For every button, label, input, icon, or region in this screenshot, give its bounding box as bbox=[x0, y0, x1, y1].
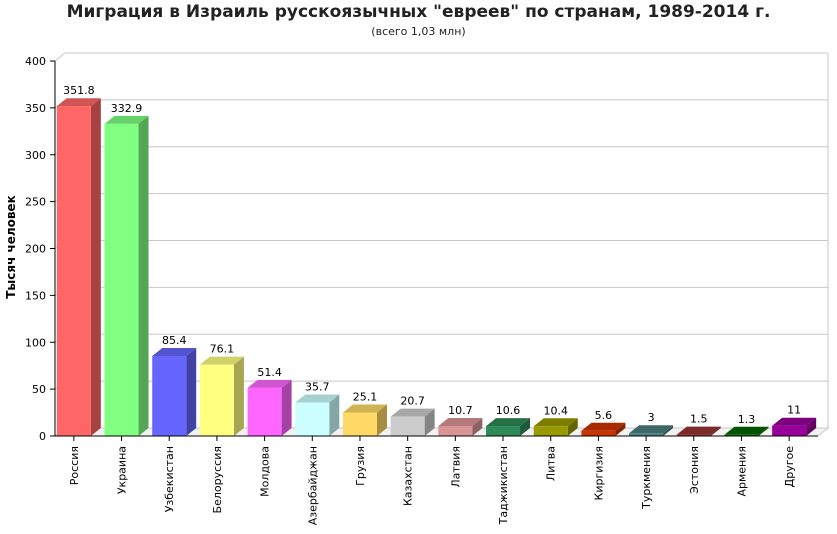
x-tick-label: Грузия bbox=[354, 446, 367, 486]
x-tick-label: Россия bbox=[68, 446, 81, 485]
bar-top bbox=[390, 408, 435, 417]
value-label: 1.5 bbox=[690, 413, 708, 426]
bar-side bbox=[663, 425, 674, 436]
bar-top bbox=[104, 115, 149, 124]
bar bbox=[199, 364, 234, 436]
value-label: 20.7 bbox=[400, 395, 425, 408]
bar-side bbox=[615, 422, 626, 436]
bar-side bbox=[329, 394, 340, 436]
value-label: 351.8 bbox=[63, 84, 95, 97]
bar bbox=[104, 123, 139, 436]
bar bbox=[533, 426, 568, 436]
x-tick-label: Эстония bbox=[688, 446, 701, 494]
x-tick-label: Молдова bbox=[259, 446, 272, 497]
y-tick-label: 400 bbox=[25, 55, 46, 68]
y-tick-label: 0 bbox=[39, 430, 46, 443]
bar-side bbox=[472, 417, 483, 436]
x-tick-label: Таджикистан bbox=[497, 446, 510, 525]
y-tick-label: 50 bbox=[32, 383, 46, 396]
gridline-depth bbox=[54, 52, 66, 62]
bar-side bbox=[233, 356, 244, 436]
bar bbox=[629, 433, 664, 436]
x-tick-label: Украина bbox=[116, 446, 129, 494]
bar bbox=[486, 426, 521, 436]
bar-top bbox=[676, 426, 721, 435]
y-tick-label: 350 bbox=[25, 102, 46, 115]
value-label: 11 bbox=[787, 404, 801, 417]
value-label: 35.7 bbox=[305, 381, 330, 394]
value-label: 10.7 bbox=[448, 404, 473, 417]
bar bbox=[724, 434, 759, 436]
bar-side bbox=[710, 426, 721, 436]
bar bbox=[247, 387, 282, 436]
bar bbox=[438, 425, 473, 436]
y-tick-label: 300 bbox=[25, 149, 46, 162]
bar bbox=[772, 425, 807, 436]
bar-top bbox=[629, 425, 674, 434]
x-tick-label: Армения bbox=[735, 446, 748, 497]
bar-top bbox=[772, 417, 817, 426]
x-tick-label: Азербайджан bbox=[306, 446, 319, 525]
value-label: 332.9 bbox=[111, 102, 143, 115]
value-label: 1.3 bbox=[738, 413, 756, 426]
bar-side bbox=[376, 404, 387, 436]
y-tick-label: 100 bbox=[25, 336, 46, 349]
bar-side bbox=[567, 418, 578, 436]
bar-top bbox=[533, 418, 578, 427]
value-label: 10.4 bbox=[543, 404, 568, 417]
bar bbox=[581, 430, 616, 436]
x-tick-label: Литва bbox=[545, 446, 558, 481]
value-label: 3 bbox=[648, 411, 655, 424]
x-tick-label: Туркмения bbox=[640, 446, 653, 510]
value-label: 51.4 bbox=[257, 366, 282, 379]
x-tick-label: Узбекистан bbox=[163, 446, 176, 512]
bar bbox=[676, 434, 711, 436]
bar-side bbox=[138, 115, 149, 436]
bar-top bbox=[295, 394, 340, 403]
bar bbox=[342, 412, 377, 436]
bar-top bbox=[342, 404, 387, 413]
value-label: 5.6 bbox=[595, 409, 613, 422]
value-label: 85.4 bbox=[162, 334, 187, 347]
y-tick-label: 250 bbox=[25, 196, 46, 209]
x-tick-label: Казахстан bbox=[402, 446, 415, 506]
value-label: 10.6 bbox=[496, 404, 521, 417]
bar-side bbox=[90, 98, 101, 436]
bar bbox=[56, 106, 91, 436]
y-axis-ticks: 0 50 100 150 200 250 300 350 400 bbox=[25, 55, 56, 443]
value-labels: 351.8 332.9 85.4 76.1 51.4 35.7 25.1 20.7 10.7 10… bbox=[63, 84, 801, 426]
y-tick-label: 150 bbox=[25, 289, 46, 302]
bar-side bbox=[758, 426, 769, 436]
bar-top bbox=[486, 418, 531, 427]
x-tick-label: Киргизия bbox=[592, 446, 605, 500]
x-tick-label: Другое bbox=[783, 446, 796, 488]
chart-title: Миграция в Израиль русскоязычных "евреев… bbox=[66, 2, 771, 22]
bar bbox=[152, 355, 187, 436]
bar-top bbox=[438, 417, 483, 426]
y-tick-label: 200 bbox=[25, 243, 46, 256]
bar bbox=[390, 416, 425, 436]
value-label: 76.1 bbox=[210, 343, 235, 356]
bars-group bbox=[56, 98, 817, 436]
bar-top bbox=[152, 347, 197, 356]
x-axis-ticks: Россия Украина Узбекистан Белоруссия Молдова… bbox=[55, 435, 818, 525]
y-axis-label: Тысяч человек bbox=[4, 195, 18, 299]
bar-side bbox=[186, 347, 197, 436]
bar-side bbox=[806, 417, 817, 436]
bar bbox=[295, 402, 330, 436]
bar-top bbox=[724, 426, 769, 435]
bar-top bbox=[199, 356, 244, 365]
bar-top bbox=[56, 98, 101, 107]
chart-subtitle: (всего 1,03 млн) bbox=[371, 25, 466, 38]
bar-side bbox=[281, 379, 292, 436]
bar-side bbox=[520, 418, 531, 436]
value-label: 25.1 bbox=[353, 390, 378, 403]
x-tick-label: Латвия bbox=[449, 446, 462, 488]
bar-top bbox=[247, 379, 292, 388]
x-tick-label: Белоруссия bbox=[211, 446, 224, 513]
bar-side bbox=[424, 408, 435, 436]
bar-top bbox=[581, 422, 626, 431]
